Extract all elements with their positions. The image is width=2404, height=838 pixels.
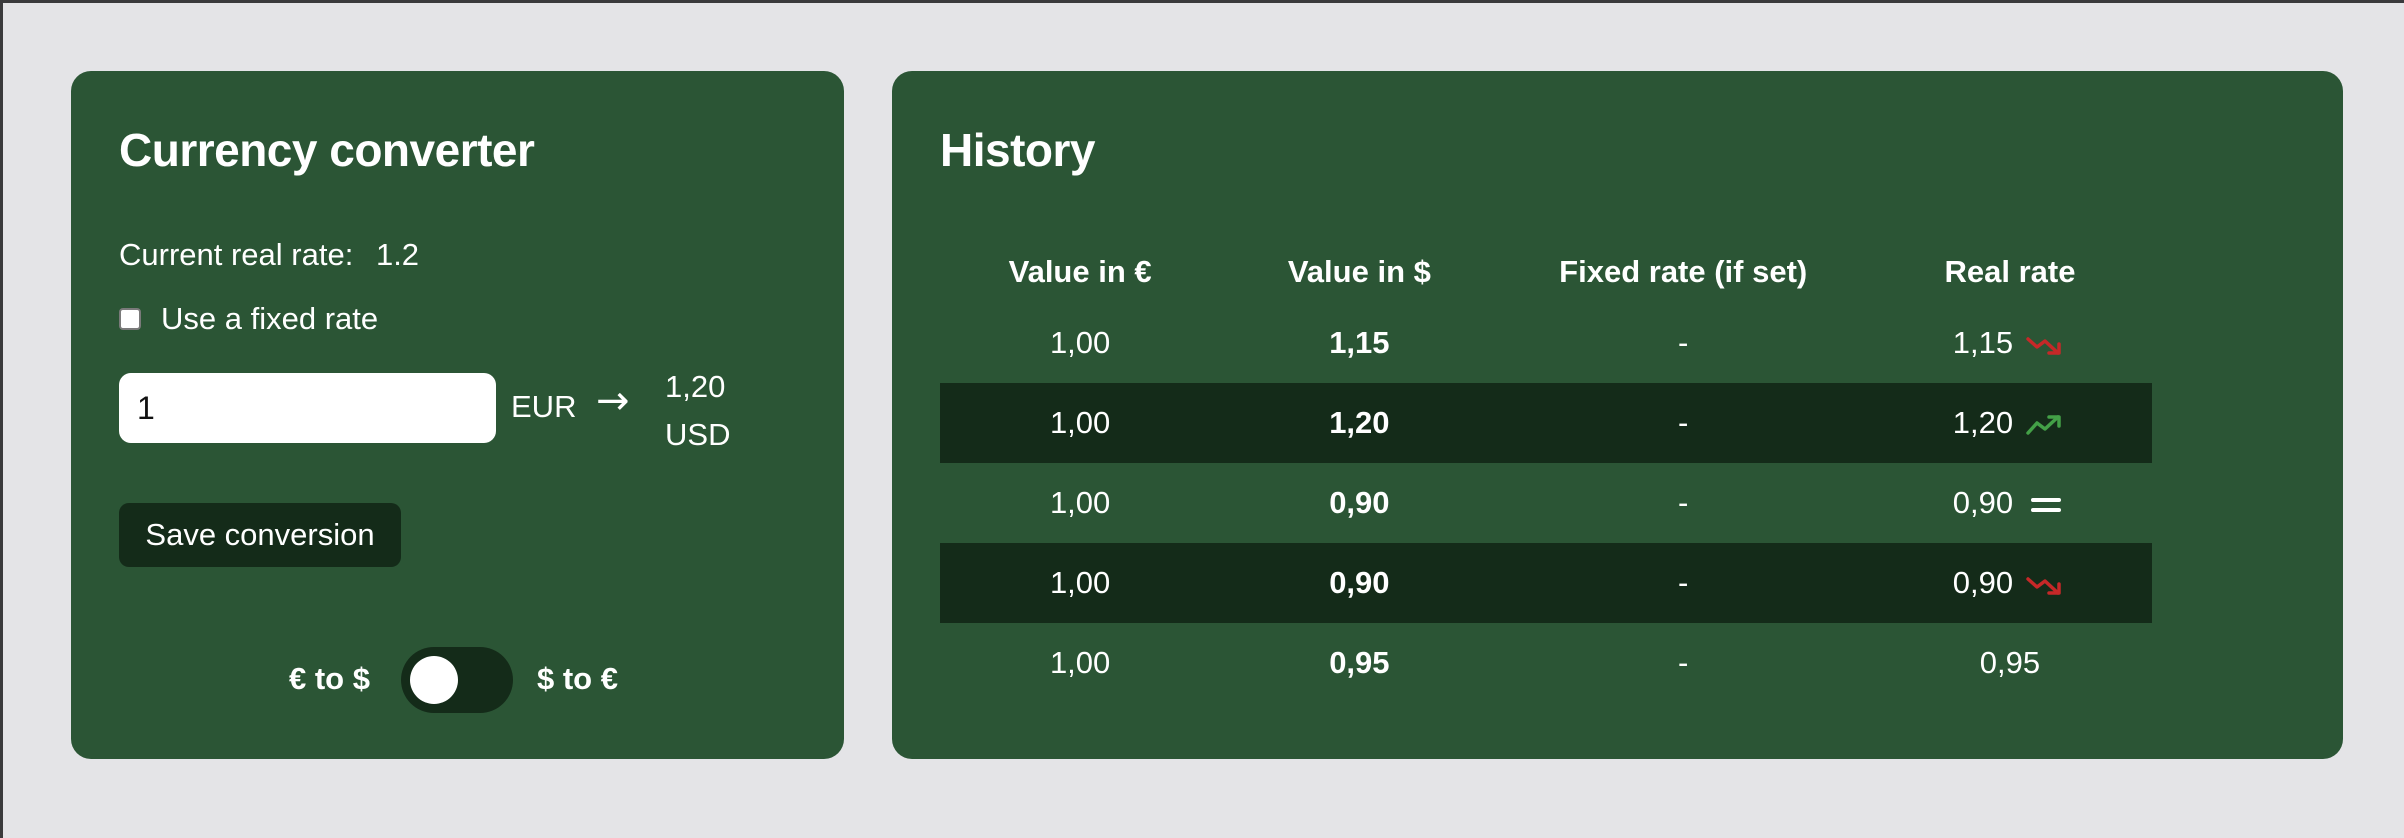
eur-to-usd-label: € to $ [289,661,370,696]
history-row: 1,00 1,15 - 1,15 [940,303,2152,383]
trend-down-icon [2026,337,2061,355]
from-currency: EUR [511,389,577,424]
arrow-right-icon: → [596,378,630,424]
eur-cell: 1,00 [1049,645,1111,680]
history-row: 1,00 0,90 - 0,90 [940,463,2152,543]
current-rate-value: 1.2 [375,237,420,272]
real-rate-value: 1,15 [1952,325,2014,360]
history-header-row: Value in € Value in $ Fixed rate (if set… [940,241,2152,303]
header-fixed-rate: Fixed rate (if set) [1559,254,1808,289]
history-table: Value in € Value in $ Fixed rate (if set… [940,241,2152,703]
fixed-rate-checkbox[interactable] [119,308,141,330]
trend-down-icon [2026,577,2061,595]
history-row: 1,00 0,90 - 0,90 [940,543,2152,623]
converter-title: Currency converter [119,124,535,176]
usd-cell: 0,90 [1329,485,1390,520]
fixed-rate-label: Use a fixed rate [161,301,379,336]
fixed-rate-cell: - [1678,645,1689,680]
fixed-rate-cell: - [1498,543,1868,623]
real-rate-value: 1,20 [1952,405,2014,440]
usd-to-eur-label: $ to € [537,661,618,696]
eur-cell: 1,00 [940,543,1221,623]
real-rate-value: 0,90 [1952,485,2014,520]
usd-cell: 1,15 [1329,325,1390,360]
fixed-rate-option[interactable]: Use a fixed rate [119,301,378,337]
amount-input[interactable] [119,373,496,443]
real-rate-cell: 0,90 [1868,463,2152,543]
usd-cell: 0,90 [1220,543,1499,623]
converter-card: Currency converter Current real rate: 1.… [71,71,844,759]
real-rate-cell: 1,15 [1868,303,2152,383]
real-rate-cell: 1,20 [1867,383,2152,463]
history-row: 1,00 1,20 - 1,20 [940,383,2152,463]
conversion-result: 1,20 USD [665,363,730,459]
real-rate-value: 0,90 [1952,565,2014,600]
toggle-knob [410,656,458,704]
real-rate-value: 0,95 [1979,645,2041,680]
fixed-rate-cell: - [1678,325,1689,360]
trend-up-icon [2026,415,2061,435]
header-value-eur: Value in € [1008,254,1152,289]
history-row: 1,00 0,95 - 0,95 [940,623,2152,703]
current-rate: Current real rate: 1.2 [119,237,419,273]
direction-toggle[interactable] [401,647,513,713]
trend-equal-icon [2031,497,2062,512]
fixed-rate-cell: - [1498,383,1868,463]
header-value-usd: Value in $ [1287,254,1431,289]
save-conversion-button[interactable]: Save conversion [119,503,401,567]
direction-toggle-row: € to $ $ to € [71,647,844,713]
history-title: History [940,124,1095,176]
header-real-rate: Real rate [1944,254,2076,289]
eur-cell: 1,00 [940,383,1221,463]
usd-cell: 0,95 [1329,645,1390,680]
result-currency: USD [665,417,731,452]
current-rate-label: Current real rate: [119,237,354,272]
fixed-rate-cell: - [1678,485,1689,520]
eur-cell: 1,00 [1049,485,1111,520]
real-rate-cell: 0,90 [1867,543,2152,623]
usd-cell: 1,20 [1220,383,1499,463]
result-amount: 1,20 [665,369,726,404]
real-rate-cell: 0,95 [1868,623,2152,703]
eur-cell: 1,00 [1049,325,1111,360]
history-card: History Value in € Value in $ Fixed rate… [892,71,2343,759]
